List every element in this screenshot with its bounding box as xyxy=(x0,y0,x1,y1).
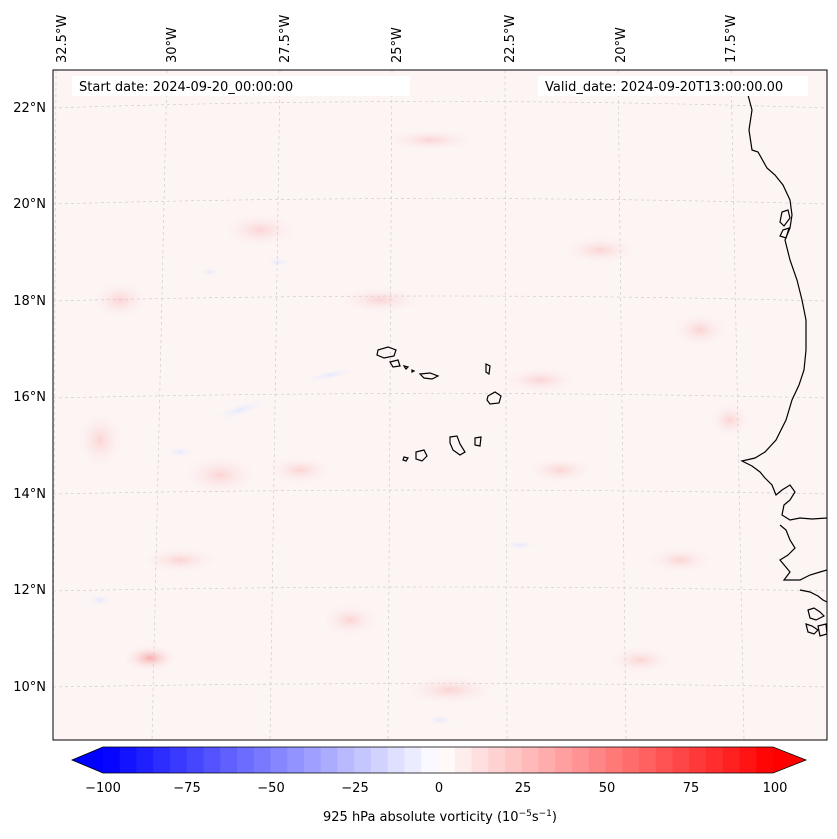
cbar-tick-label: 25 xyxy=(515,781,532,796)
colorbar-segment xyxy=(304,747,322,773)
map-frame xyxy=(52,69,828,741)
vorticity-field xyxy=(53,70,827,740)
colorbar-segment xyxy=(253,747,272,773)
colorbar-segment xyxy=(337,747,355,773)
coastline xyxy=(740,94,827,637)
colorbar-segment xyxy=(706,747,724,773)
cbar-tick-label: −50 xyxy=(257,781,284,796)
colorbar-segment xyxy=(722,747,741,773)
colorbar-segment xyxy=(153,747,171,773)
colorbar-segment xyxy=(404,747,422,773)
colorbar-segment xyxy=(639,747,657,773)
start-date-box xyxy=(72,76,410,96)
colorbar-segment xyxy=(387,747,406,773)
cbar-tick-label: 100 xyxy=(763,781,788,796)
lat-label-12n: 12°N xyxy=(13,583,46,598)
valid-date-box xyxy=(538,76,808,96)
colorbar-segment xyxy=(605,747,623,773)
negative-vorticity-patches xyxy=(86,257,536,725)
colorbar-segment xyxy=(119,747,138,773)
lat-label-16n: 16°N xyxy=(13,390,46,405)
colorbar-segment xyxy=(672,747,690,773)
lat-label-20n: 20°N xyxy=(13,197,46,212)
colorbar-segment xyxy=(270,747,288,773)
colorbar-segment xyxy=(237,747,255,773)
lat-label-10n: 10°N xyxy=(13,680,46,695)
cbar-tick-label: −25 xyxy=(341,781,368,796)
lat-label-14n: 14°N xyxy=(13,487,46,502)
start-date-label: Start date: 2024-09-20_00:00:00 xyxy=(79,80,293,95)
colorbar-segment xyxy=(505,747,523,773)
colorbar-segment xyxy=(689,747,707,773)
cbar-tick-label: −100 xyxy=(85,781,121,796)
colorbar-segment xyxy=(454,747,473,773)
colorbar-segment xyxy=(186,747,205,773)
colorbar-outline xyxy=(70,746,808,774)
lon-label-27-5w: 27.5°W xyxy=(278,15,293,63)
colorbar-segment xyxy=(170,747,188,773)
lon-label-32-5w: 32.5°W xyxy=(55,15,70,63)
colorbar-segment xyxy=(739,747,757,773)
colorbar-max-extend xyxy=(773,747,806,773)
lon-label-25w: 25°W xyxy=(390,27,405,63)
latitude-labels: 22°N 20°N 18°N 16°N 14°N 12°N 10°N xyxy=(13,101,46,695)
colorbar-ticks: −100 −75 −50 −25 0 25 50 75 100 xyxy=(85,781,787,796)
colorbar-min-extend xyxy=(72,747,103,773)
cbar-tick-label: 0 xyxy=(435,781,443,796)
colorbar-segment xyxy=(220,747,238,773)
colorbar-segment xyxy=(622,747,640,773)
colorbar-segment xyxy=(572,747,590,773)
cape-verde-islands xyxy=(376,346,502,462)
valid-date-label: Valid_date: 2024-09-20T13:00:00.00 xyxy=(545,80,783,95)
colorbar-segment xyxy=(655,747,674,773)
lon-label-22-5w: 22.5°W xyxy=(503,15,518,63)
colorbar-segment xyxy=(354,747,372,773)
cbar-tick-label: 75 xyxy=(683,781,700,796)
colorbar-segment xyxy=(371,747,389,773)
colorbar-segment xyxy=(203,747,221,773)
colorbar-segment xyxy=(555,747,573,773)
colorbar-segments xyxy=(103,747,774,773)
colorbar-segment xyxy=(320,747,339,773)
colorbar-segment xyxy=(588,747,607,773)
lon-label-20w: 20°W xyxy=(614,27,629,63)
field-background xyxy=(53,70,827,740)
lon-label-30w: 30°W xyxy=(165,27,180,63)
colorbar-segment xyxy=(103,747,121,773)
colorbar-segment xyxy=(488,747,506,773)
colorbar-segment xyxy=(438,747,456,773)
cbar-tick-label: 50 xyxy=(599,781,616,796)
colorbar-segment xyxy=(421,747,439,773)
colorbar-label: 925 hPa absolute vorticity (10−5s−1) xyxy=(323,809,557,825)
colorbar: −100 −75 −50 −25 0 25 50 75 100 925 hPa … xyxy=(70,746,808,825)
colorbar-segment xyxy=(756,747,774,773)
colorbar-segment xyxy=(287,747,305,773)
colorbar-segment xyxy=(521,747,540,773)
colorbar-segment xyxy=(136,747,154,773)
cbar-tick-label: −75 xyxy=(173,781,200,796)
colorbar-segment xyxy=(538,747,556,773)
colorbar-segment xyxy=(471,747,489,773)
lon-label-17-5w: 17.5°W xyxy=(724,15,739,63)
longitude-labels: 32.5°W 30°W 27.5°W 25°W 22.5°W 20°W 17.5… xyxy=(55,15,739,63)
positive-vorticity-patches xyxy=(75,128,752,706)
lat-label-18n: 18°N xyxy=(13,294,46,309)
lat-label-22n: 22°N xyxy=(13,101,46,116)
